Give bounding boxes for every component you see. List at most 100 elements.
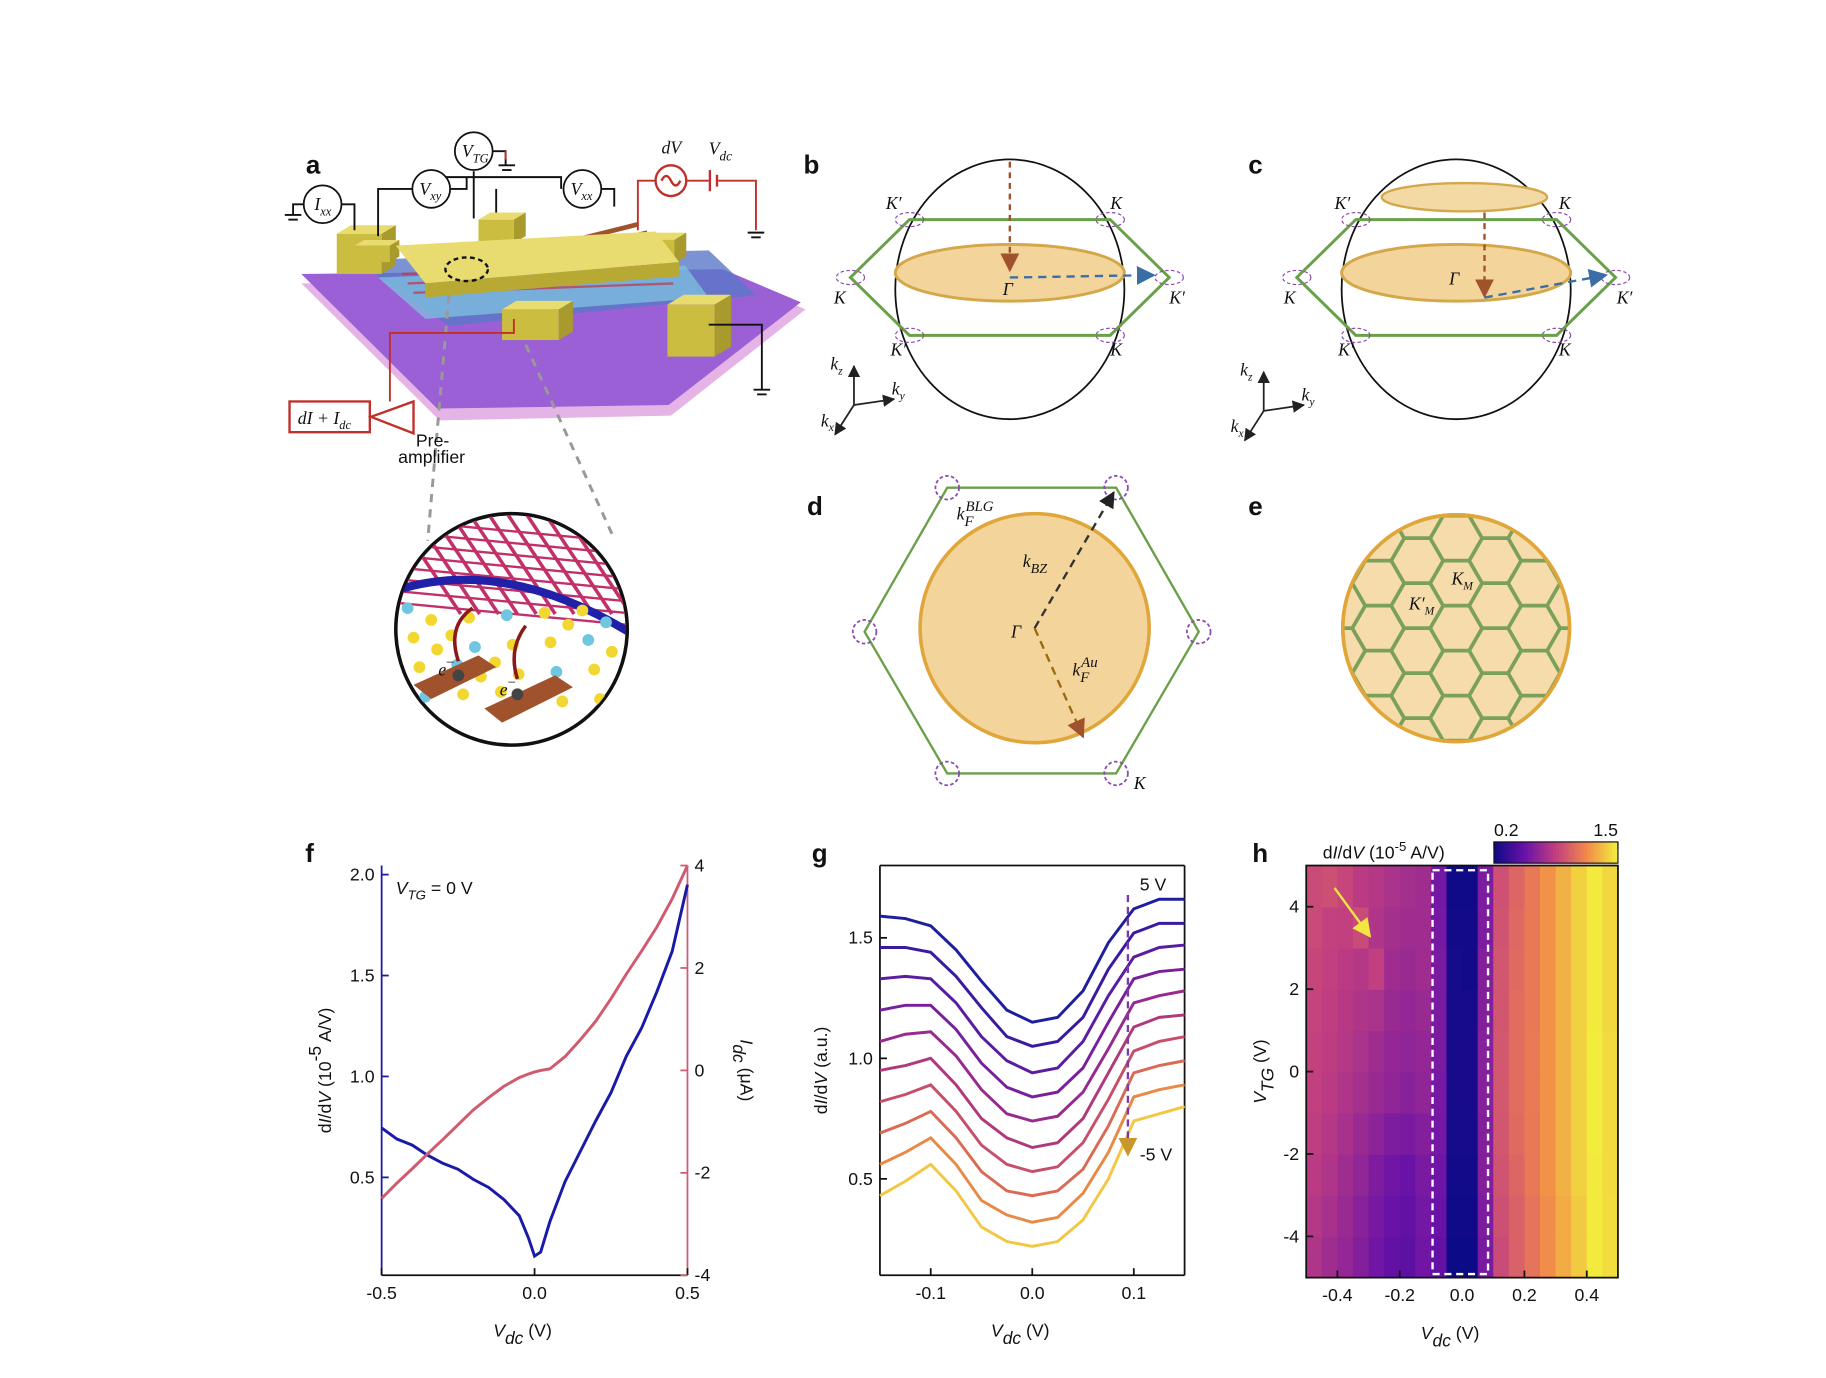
heatmap-cell bbox=[1540, 865, 1557, 908]
heatmap-cell bbox=[1540, 989, 1557, 1032]
heatmap-cell bbox=[1415, 947, 1432, 990]
heatmap-cell bbox=[1306, 1030, 1323, 1073]
data-line bbox=[879, 1013, 1185, 1150]
text-part: V bbox=[991, 1321, 1005, 1341]
pad-side bbox=[674, 232, 687, 264]
heatmap-cell bbox=[1415, 989, 1432, 1032]
heatmap-cell bbox=[1446, 989, 1463, 1032]
moire-cell bbox=[1625, 628, 1677, 673]
data-line bbox=[380, 864, 689, 1200]
heatmap-cell bbox=[1337, 1071, 1354, 1114]
heatmap-cell bbox=[1571, 947, 1588, 990]
atom bbox=[605, 645, 618, 658]
moire-cell bbox=[1545, 536, 1569, 585]
heatmap-cell bbox=[1446, 1154, 1463, 1196]
pad-top bbox=[354, 239, 400, 246]
heatmap-cell bbox=[1368, 1154, 1385, 1196]
x-tick-label: -0.5 bbox=[366, 1283, 397, 1303]
heatmap-cell bbox=[1415, 865, 1432, 908]
y-tick-label: 0.5 bbox=[350, 1167, 375, 1187]
heatmap-cell bbox=[1446, 865, 1463, 908]
colorbar-segment bbox=[1599, 841, 1604, 864]
heatmap-cell bbox=[1508, 989, 1526, 1032]
y2-tick-label: 4 bbox=[695, 855, 705, 875]
heatmap-cell bbox=[1337, 1112, 1354, 1155]
heatmap-cell bbox=[1462, 865, 1479, 908]
colorbar-segment bbox=[1497, 841, 1501, 864]
colorbar-segment bbox=[1559, 841, 1563, 864]
text-part: k bbox=[830, 354, 839, 374]
heatmap-cell bbox=[1602, 1030, 1618, 1073]
moire-cell bbox=[1235, 718, 1287, 763]
lattice-line bbox=[396, 601, 627, 628]
moire-cell bbox=[1235, 763, 1287, 808]
heatmap-cell bbox=[1508, 906, 1526, 949]
heatmap-cell bbox=[1524, 1071, 1541, 1114]
valley-label: K′ bbox=[1334, 193, 1352, 213]
heatmap-cell bbox=[1415, 1154, 1432, 1196]
panel-label: b bbox=[804, 150, 820, 180]
heatmap-cell bbox=[1493, 1030, 1510, 1073]
x-axis-label: Vdc (V) bbox=[493, 1321, 552, 1348]
moire-cell bbox=[1625, 763, 1677, 808]
pads bbox=[336, 212, 732, 357]
heatmap-cell bbox=[1337, 1195, 1354, 1238]
moire-cell bbox=[1428, 516, 1485, 518]
heatmap-cell bbox=[1306, 1112, 1323, 1155]
heatmap-cell bbox=[1508, 1236, 1526, 1278]
heatmap-cell bbox=[1477, 1195, 1494, 1238]
lattice-line bbox=[464, 514, 538, 616]
electron bbox=[511, 688, 524, 701]
data-line bbox=[879, 943, 1185, 1075]
text-part: dc bbox=[505, 1328, 524, 1348]
preamp bbox=[367, 399, 415, 436]
x-tick-label: -0.2 bbox=[1384, 1285, 1415, 1305]
pad-top bbox=[502, 300, 573, 310]
heatmap-cell bbox=[1430, 1236, 1448, 1278]
fermi-disk bbox=[893, 242, 1126, 303]
heatmap-cell bbox=[1477, 947, 1494, 990]
text-part: y bbox=[899, 389, 906, 402]
heatmap-cell bbox=[1462, 1030, 1479, 1073]
text-part: k bbox=[1023, 551, 1032, 571]
text-part: /d bbox=[1338, 842, 1353, 862]
heatmap-cell bbox=[1586, 1071, 1604, 1114]
valley bbox=[1541, 327, 1572, 344]
heatmap-cell bbox=[1586, 1112, 1604, 1155]
x-tick-label: 0.2 bbox=[1512, 1285, 1537, 1305]
heatmap-cell bbox=[1399, 989, 1417, 1032]
atom bbox=[550, 665, 563, 678]
y-tick-label: 1.0 bbox=[350, 1066, 375, 1086]
moire-cell bbox=[1235, 673, 1287, 718]
meter-label: Vxx bbox=[571, 179, 593, 203]
colorbar-segment bbox=[1574, 841, 1579, 864]
heatmap-cell bbox=[1524, 1030, 1541, 1073]
heatmap-cell bbox=[1352, 865, 1370, 908]
heatmap-cell bbox=[1399, 865, 1417, 908]
heatmap-cell bbox=[1524, 947, 1541, 990]
heatmap-cell bbox=[1508, 947, 1526, 990]
dc-source bbox=[708, 170, 719, 192]
heatmap-cell bbox=[1446, 1195, 1463, 1238]
pad-front bbox=[354, 245, 390, 263]
moire-cell bbox=[1428, 738, 1485, 741]
moire-cell bbox=[1343, 716, 1368, 741]
valley bbox=[1154, 269, 1184, 286]
k-axis-label: ky bbox=[892, 378, 906, 402]
moire-cell bbox=[1274, 741, 1326, 786]
moire-cell bbox=[1625, 493, 1677, 538]
colorbar-segment bbox=[1528, 841, 1532, 864]
heatmap-cell bbox=[1586, 989, 1604, 1032]
colorbar-segment bbox=[1596, 841, 1600, 864]
text-part: e bbox=[438, 659, 446, 679]
heatmap-cell bbox=[1337, 989, 1354, 1032]
valley-label: K bbox=[1133, 773, 1147, 793]
text-part: V bbox=[493, 1321, 507, 1341]
hexagon bbox=[848, 218, 1172, 337]
text-part: (a.u.) bbox=[811, 1027, 831, 1073]
heatmap-cell bbox=[1571, 989, 1588, 1032]
heatmap-cell bbox=[1368, 989, 1385, 1032]
text-part: d bbox=[315, 1123, 335, 1133]
heatmap-cell bbox=[1477, 1071, 1494, 1114]
atom bbox=[500, 609, 513, 622]
